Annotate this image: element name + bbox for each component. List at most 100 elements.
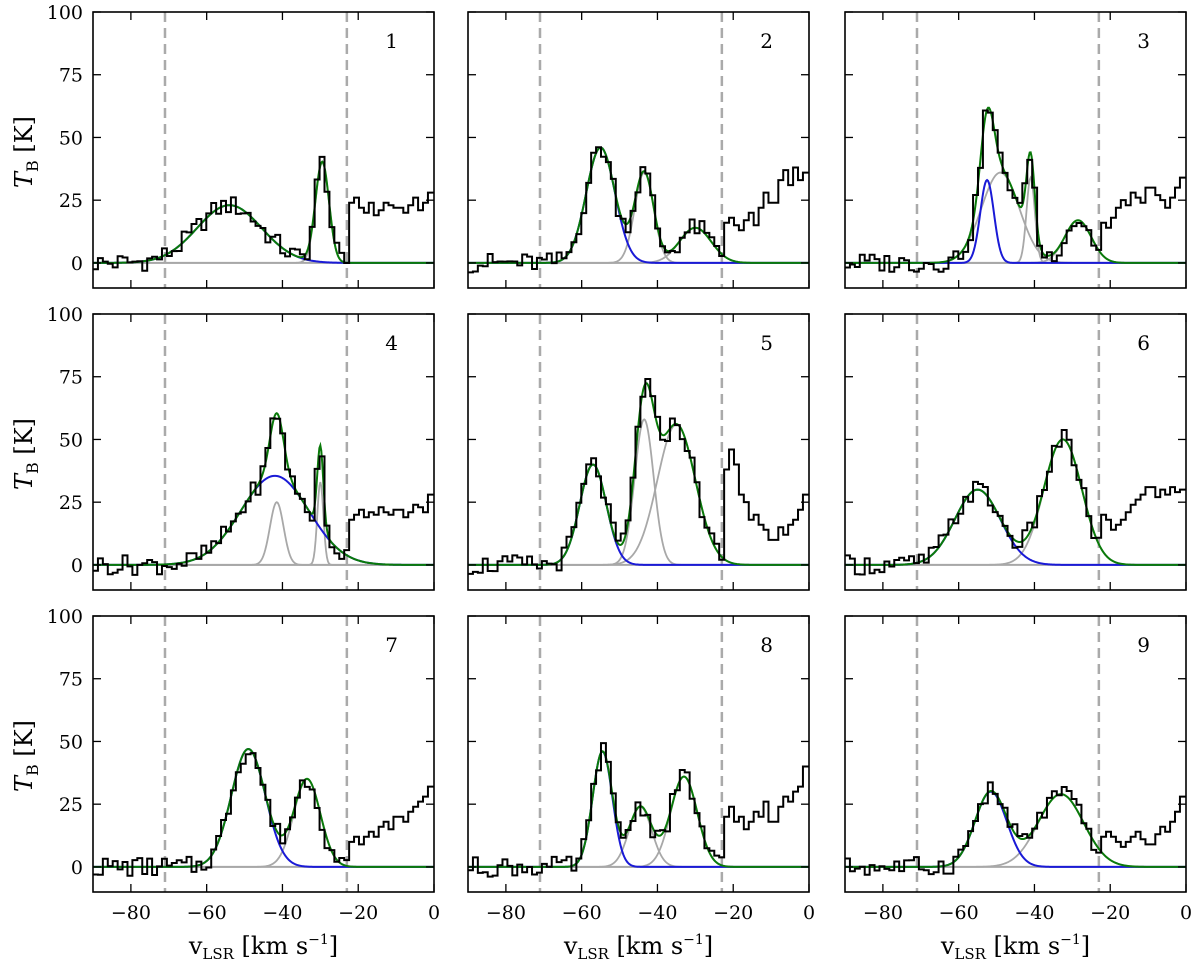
x-tick-label: −40 — [637, 902, 677, 924]
observed-spectrum — [468, 742, 809, 878]
plot-area — [468, 314, 809, 590]
panel-frame — [844, 313, 1187, 591]
component-1-curve — [93, 161, 434, 264]
primary-component-curve — [93, 474, 434, 566]
observed-spectrum — [468, 146, 809, 274]
y-tick-label: 50 — [59, 429, 83, 451]
total-fit-curve — [93, 747, 434, 868]
panel-frame — [467, 615, 810, 893]
panel-2: 2 — [467, 11, 810, 289]
observed-spectrum — [93, 155, 434, 272]
panel-frame — [467, 11, 810, 289]
total-fit-curve — [845, 790, 1186, 868]
panel-number: 6 — [1137, 331, 1150, 355]
panel-frame — [92, 313, 435, 591]
plot-area — [93, 12, 434, 288]
plot-area — [93, 616, 434, 892]
component-1-curve — [468, 418, 809, 566]
panel-6: 6 — [844, 313, 1187, 591]
y-axis-title: TB [K] — [10, 720, 42, 792]
panel-number: 8 — [760, 633, 773, 657]
plot-area — [845, 314, 1186, 590]
primary-component-curve — [93, 204, 434, 264]
component-1-curve — [845, 171, 1186, 264]
y-tick-label: 100 — [47, 606, 83, 628]
panel-frame — [844, 11, 1187, 289]
x-tick-label: −20 — [1090, 902, 1130, 924]
x-tick-label: −80 — [111, 902, 151, 924]
y-tick-label: 75 — [59, 65, 83, 87]
x-tick-label: −40 — [262, 902, 302, 924]
x-tick-label: −20 — [713, 902, 753, 924]
plot-area — [845, 616, 1186, 892]
total-fit-curve — [468, 750, 809, 868]
panel-1: 0 25 50 75 100 TB [K] 1 — [10, 2, 435, 289]
panel-number: 5 — [760, 331, 773, 355]
x-tick-label: −60 — [187, 902, 227, 924]
total-fit-curve — [468, 382, 809, 566]
observed-spectrum — [845, 781, 1186, 876]
x-tick-label: −60 — [562, 902, 602, 924]
panel-frame — [467, 313, 810, 591]
panel-3: 3 — [844, 11, 1187, 289]
component-2-curve — [93, 481, 434, 566]
y-tick-label: 25 — [59, 190, 83, 212]
component-2-curve — [845, 175, 1186, 264]
y-tick-label: 0 — [71, 253, 83, 275]
component-1-curve — [845, 793, 1186, 868]
x-tick-label: 0 — [428, 902, 440, 924]
component-3-curve — [845, 219, 1186, 264]
panel-4: 0 25 50 75 100 TB [K] 4 — [10, 304, 435, 591]
y-tick-label: 0 — [71, 555, 83, 577]
primary-component-curve — [468, 750, 809, 868]
x-axis-title: vLSR [km s−1] — [940, 932, 1090, 963]
x-tick-label: −40 — [1014, 902, 1054, 924]
x-axis-title: vLSR [km s−1] — [188, 932, 338, 963]
observed-spectrum — [845, 428, 1186, 576]
y-axis-title: TB [K] — [10, 418, 42, 490]
panel-number: 4 — [385, 331, 398, 355]
primary-component-curve — [468, 146, 809, 264]
panel-8: −80 −60 −40 −20 0 vLSR [km s−1] 8 — [467, 615, 815, 963]
panel-number: 9 — [1137, 633, 1150, 657]
plot-area — [468, 12, 809, 288]
y-tick-label: 0 — [71, 857, 83, 879]
total-fit-curve — [468, 146, 809, 264]
total-fit-curve — [93, 160, 434, 264]
component-2-curve — [468, 775, 809, 868]
plot-area — [845, 12, 1186, 288]
y-tick-label: 75 — [59, 669, 83, 691]
panel-number: 7 — [385, 633, 398, 657]
y-tick-label: 75 — [59, 367, 83, 389]
panel-frame — [92, 615, 435, 893]
panel-number: 3 — [1137, 29, 1150, 53]
x-tick-label: −80 — [863, 902, 903, 924]
panel-5: 5 — [467, 313, 810, 591]
primary-component-curve — [93, 747, 434, 868]
y-tick-label: 100 — [47, 304, 83, 326]
component-2-curve — [468, 226, 809, 264]
observed-spectrum — [468, 377, 809, 575]
total-fit-curve — [93, 412, 434, 566]
primary-component-curve — [845, 790, 1186, 868]
x-tick-label: −20 — [338, 902, 378, 924]
x-tick-label: −80 — [486, 902, 526, 924]
total-fit-curve — [845, 438, 1186, 566]
y-tick-label: 25 — [59, 492, 83, 514]
total-fit-curve — [845, 106, 1186, 264]
plot-area — [93, 314, 434, 590]
panel-number: 2 — [760, 29, 773, 53]
x-tick-label: 0 — [1180, 902, 1192, 924]
panel-7: 0 25 50 75 100 TB [K] −80 −60 −40 −20 0 vLSR [km s−… — [10, 606, 440, 963]
panel-number: 1 — [385, 29, 398, 53]
y-tick-label: 25 — [59, 794, 83, 816]
panel-9: −80 −60 −40 −20 0 vLSR [km s−1] 9 — [844, 615, 1192, 963]
x-tick-label: −60 — [939, 902, 979, 924]
y-tick-label: 50 — [59, 731, 83, 753]
panel-frame — [844, 615, 1187, 893]
plot-area — [468, 616, 809, 892]
observed-spectrum — [845, 109, 1186, 273]
x-tick-label: 0 — [803, 902, 815, 924]
y-axis-title: TB [K] — [10, 116, 42, 188]
